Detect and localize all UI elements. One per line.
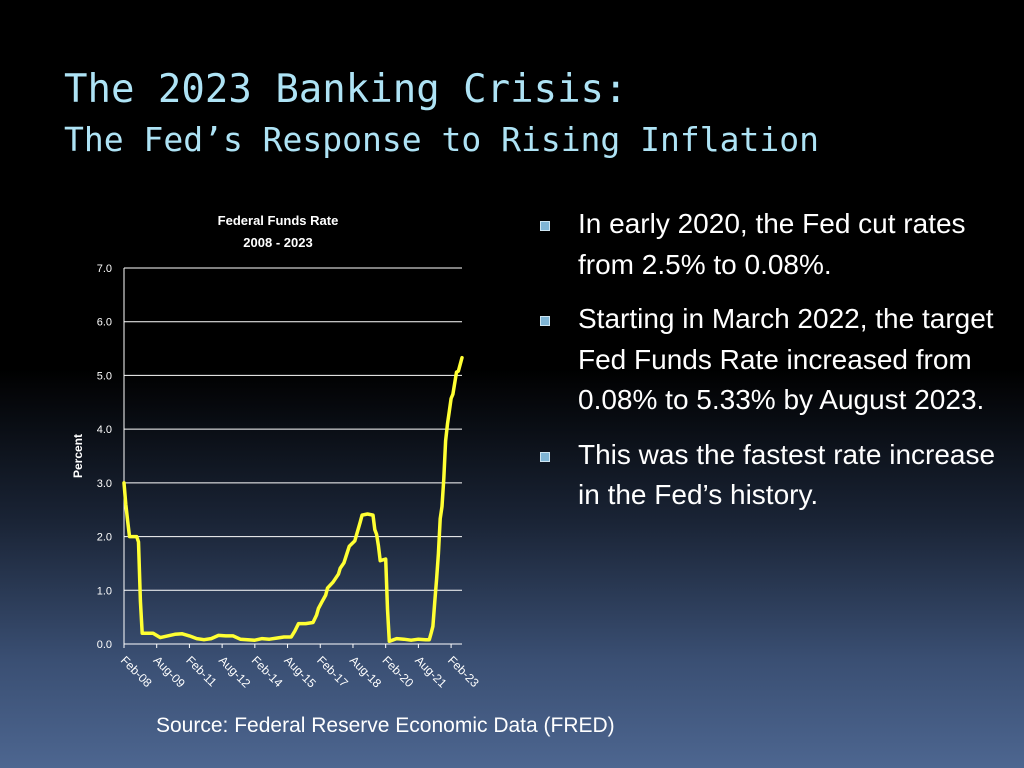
bullet-text: Starting in March 2022, the target Fed F… (578, 303, 994, 415)
x-tick-label: Aug-09 (151, 653, 188, 690)
source-note: Source: Federal Reserve Economic Data (F… (156, 714, 615, 737)
y-tick-label: 5.0 (97, 370, 112, 382)
chart-subtitle: 2008 - 2023 (243, 235, 312, 250)
y-axis-label: Percent (71, 434, 85, 478)
x-tick-label: Aug-18 (347, 653, 384, 690)
bullet-item: This was the fastest rate increase in th… (540, 435, 1000, 516)
bullet-item: Starting in March 2022, the target Fed F… (540, 299, 1000, 421)
bullet-item: In early 2020, the Fed cut rates from 2.… (540, 204, 1000, 285)
x-tick-label: Feb-17 (314, 653, 351, 690)
grid-lines (123, 267, 462, 648)
y-tick-label: 3.0 (97, 478, 112, 490)
x-tick-label: Aug-21 (412, 653, 449, 690)
y-tick-labels: 0.0 1.0 2.0 3.0 4.0 5.0 6.0 7.0 (97, 263, 112, 651)
y-tick-label: 4.0 (97, 424, 112, 436)
y-tick-label: 2.0 (97, 532, 112, 544)
y-tick-label: 1.0 (97, 585, 112, 597)
slide-subtitle: The Fed’s Response to Rising Inflation (64, 120, 819, 159)
square-bullet-icon (540, 451, 550, 462)
x-tick-label: Aug-12 (216, 653, 253, 690)
x-tick-label: Feb-14 (249, 653, 286, 690)
x-tick-label: Feb-20 (380, 653, 417, 690)
series-lines (122, 355, 464, 644)
x-tick-label: Feb-11 (183, 653, 219, 689)
bullet-list: In early 2020, the Fed cut rates from 2.… (540, 204, 1000, 530)
x-tick-label: Feb-23 (445, 653, 482, 690)
x-tick-label: Aug-15 (281, 653, 318, 690)
square-bullet-icon (540, 221, 550, 231)
x-tick-labels: Feb-08Aug-09Feb-11Aug-12Feb-14Aug-15Feb-… (118, 653, 482, 690)
y-tick-label: 7.0 (97, 263, 112, 275)
bullet-text: In early 2020, the Fed cut rates from 2.… (578, 208, 966, 280)
y-tick-label: 0.0 (97, 639, 112, 651)
series-line-fed-funds-rate (122, 355, 464, 644)
slide-title: The 2023 Banking Crisis: (64, 67, 628, 112)
y-tick-label: 6.0 (97, 317, 112, 329)
bullet-text: This was the fastest rate increase in th… (578, 438, 996, 511)
chart-title: Federal Funds Rate (218, 213, 339, 228)
x-tick-label: Feb-08 (118, 653, 155, 690)
square-bullet-icon (540, 316, 550, 326)
